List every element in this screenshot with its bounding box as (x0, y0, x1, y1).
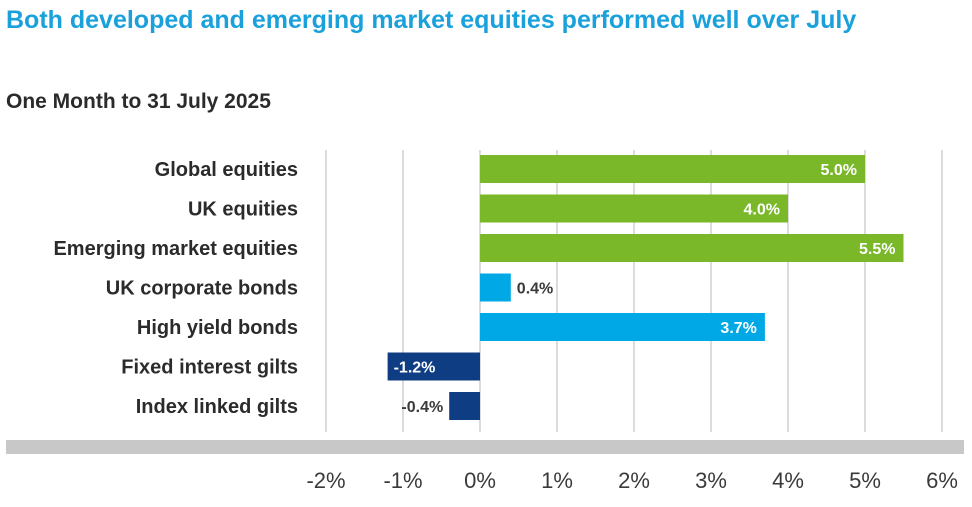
chart-subtitle: One Month to 31 July 2025 (6, 90, 271, 113)
x-tick-label: 1% (541, 468, 573, 493)
category-label: High yield bonds (137, 317, 298, 339)
chart-title: Both developed and emerging market equit… (6, 6, 857, 34)
category-labels: Global equities UK equities Emerging marke… (53, 159, 298, 418)
x-tick-label: 2% (618, 468, 650, 493)
bar-high-yield-bonds (480, 313, 765, 341)
x-tick-label: -1% (383, 468, 422, 493)
category-label: UK equities (188, 199, 298, 221)
value-label: -0.4% (401, 399, 443, 416)
x-tick-label: 3% (695, 468, 727, 493)
bar-global-equities (480, 155, 865, 183)
category-label: Global equities (155, 159, 298, 181)
category-label: UK corporate bonds (106, 278, 298, 300)
bar-uk-equities (480, 194, 788, 223)
category-label: Fixed interest gilts (121, 357, 298, 379)
value-label: 5.5% (859, 241, 895, 258)
value-label: 4.0% (744, 202, 780, 219)
category-label: Index linked gilts (136, 396, 298, 418)
bar-index-linked-gilts (449, 392, 480, 420)
bar-emerging-market-equities (480, 234, 904, 262)
x-tick-label: 6% (926, 468, 958, 493)
bar-fixed-interest-gilts (387, 352, 480, 381)
axis-band (6, 440, 964, 454)
category-label: Emerging market equities (53, 238, 298, 260)
bars (387, 155, 904, 420)
x-tick-label: 5% (849, 468, 881, 493)
x-tick-label: 0% (464, 468, 496, 493)
value-label: 5.0% (821, 162, 857, 179)
value-label: 0.4% (517, 281, 553, 298)
x-tick-label: -2% (306, 468, 345, 493)
tick-labels: -2% -1% 0% 1% 2% 3% 4% 5% 6% (306, 468, 957, 493)
value-label: 3.7% (720, 320, 756, 337)
x-tick-label: 4% (772, 468, 804, 493)
bar-uk-corporate-bonds (480, 273, 511, 302)
gridlines (325, 150, 943, 432)
value-labels: 5.0% 4.0% 5.5% 0.4% 3.7% -1.2% -0.4% (394, 162, 896, 416)
value-label: -1.2% (394, 360, 436, 377)
